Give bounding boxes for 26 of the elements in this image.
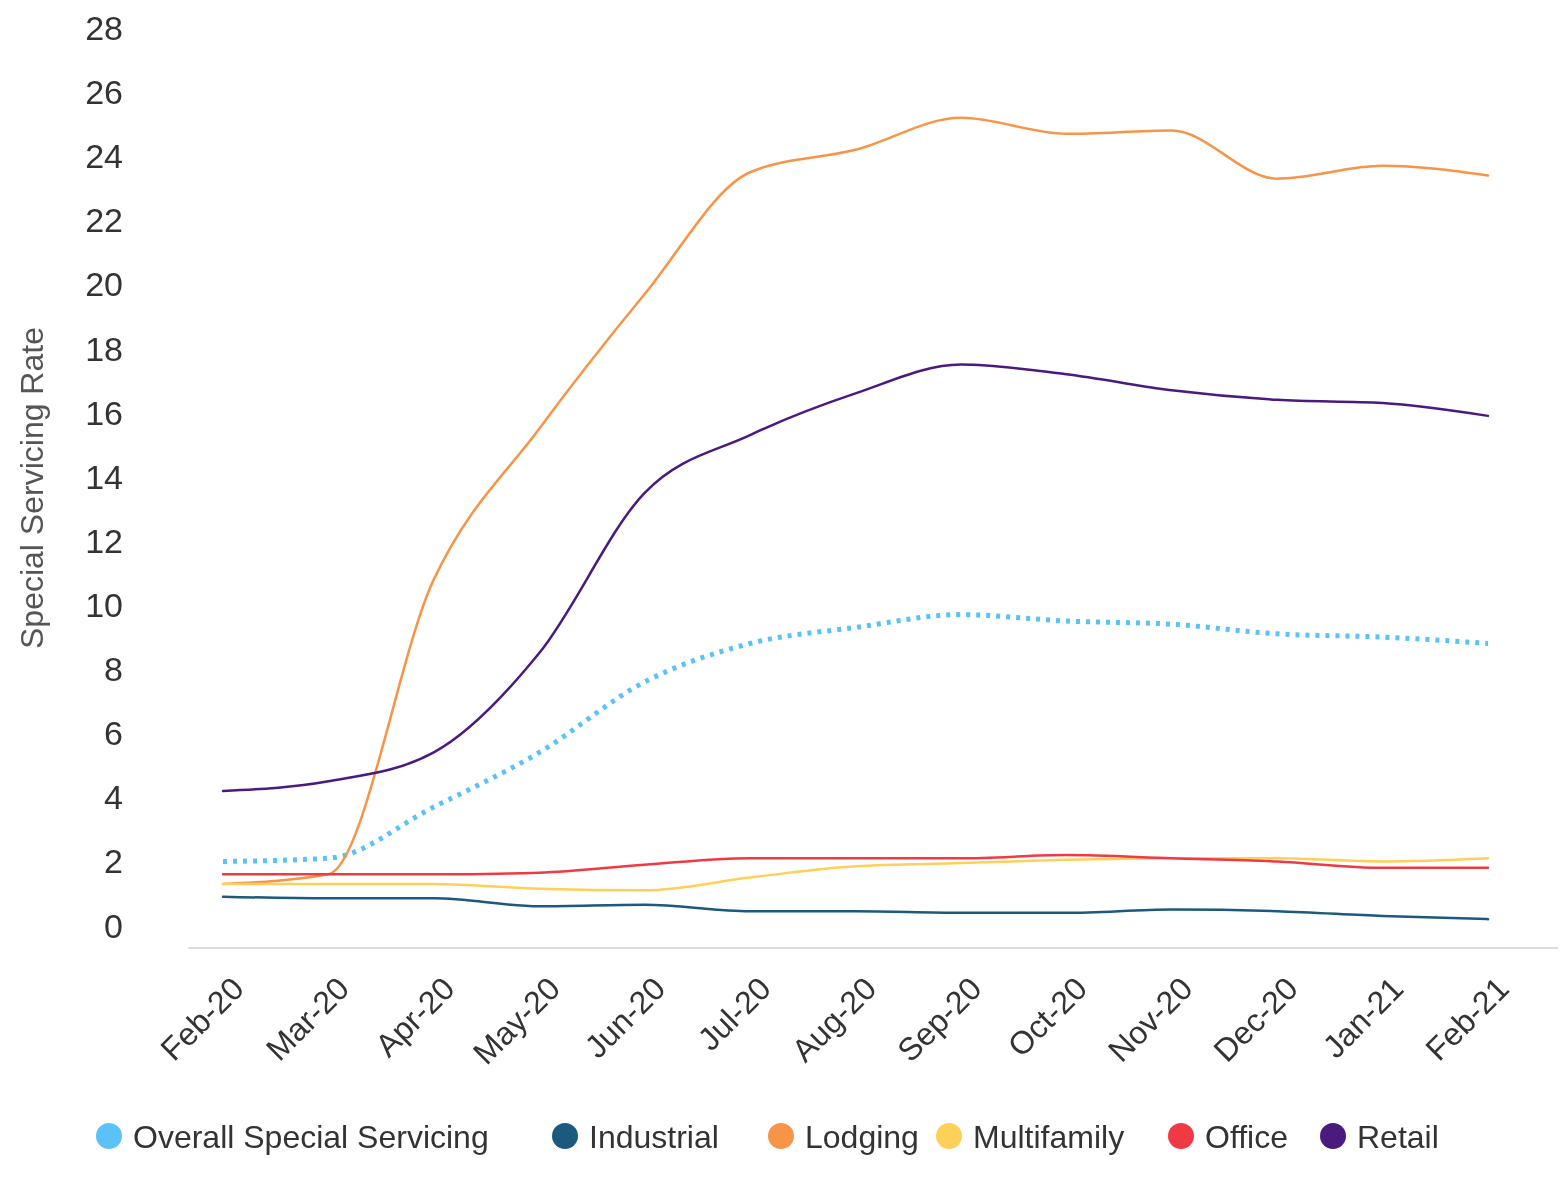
y-tick-label: 4 bbox=[104, 778, 123, 817]
y-tick-label: 16 bbox=[85, 393, 123, 432]
y-tick-label: 20 bbox=[85, 265, 123, 304]
legend-label: Multifamily bbox=[973, 1119, 1125, 1155]
y-tick-label: 22 bbox=[85, 201, 123, 240]
line-series bbox=[221, 853, 1490, 876]
y-tick-label: 8 bbox=[104, 650, 123, 689]
y-tick-label: 14 bbox=[85, 457, 123, 496]
y-tick-label: 24 bbox=[85, 137, 123, 176]
line-series bbox=[221, 895, 1490, 921]
y-tick-label: 18 bbox=[85, 329, 123, 368]
y-tick-label: 28 bbox=[85, 9, 123, 47]
line-series bbox=[221, 363, 1490, 793]
y-tick-label: 26 bbox=[85, 73, 123, 112]
legend-label: Industrial bbox=[589, 1119, 719, 1155]
y-axis-title: Special Servicing Rate bbox=[14, 327, 50, 649]
legend-label: Overall Special Servicing bbox=[133, 1119, 489, 1155]
legend-label: Retail bbox=[1357, 1119, 1439, 1155]
y-tick-label: 6 bbox=[104, 714, 123, 753]
y-tick-label: 2 bbox=[104, 842, 123, 881]
legend-label: Lodging bbox=[805, 1119, 919, 1155]
legend-label: Office bbox=[1205, 1119, 1288, 1155]
y-tick-label: 10 bbox=[85, 586, 123, 624]
y-tick-label: 12 bbox=[85, 521, 123, 560]
y-tick-label: 0 bbox=[104, 906, 123, 945]
line-series bbox=[221, 856, 1490, 892]
